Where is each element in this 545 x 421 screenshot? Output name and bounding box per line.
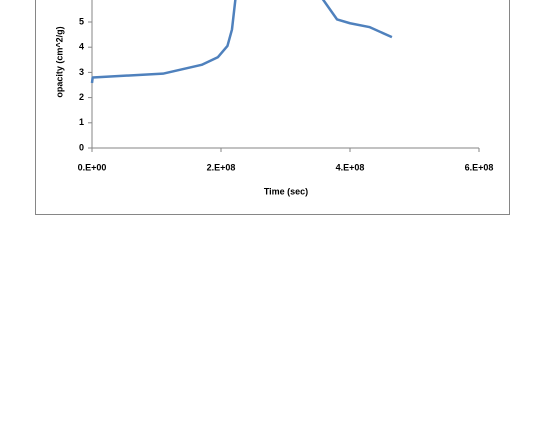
chart-frame <box>35 0 510 215</box>
x-axis-label: Time (sec) <box>264 186 308 196</box>
y-tick-label: 2 <box>79 92 84 102</box>
x-tick-label: 0.E+00 <box>78 162 107 172</box>
y-tick-label: 4 <box>79 42 84 52</box>
x-tick-label: 4.E+08 <box>336 162 365 172</box>
y-tick-label: 6 <box>79 0 84 1</box>
y-tick-label: 0 <box>79 142 84 152</box>
x-tick-label: 2.E+08 <box>207 162 236 172</box>
line-series <box>90 0 393 84</box>
y-tick-label: 3 <box>79 67 84 77</box>
y-tick-label: 1 <box>79 117 84 127</box>
y-axis-label: opacity (cm^2/g) <box>54 26 64 97</box>
y-tick-label: 5 <box>79 16 84 26</box>
x-tick-label: 6.E+08 <box>465 162 494 172</box>
